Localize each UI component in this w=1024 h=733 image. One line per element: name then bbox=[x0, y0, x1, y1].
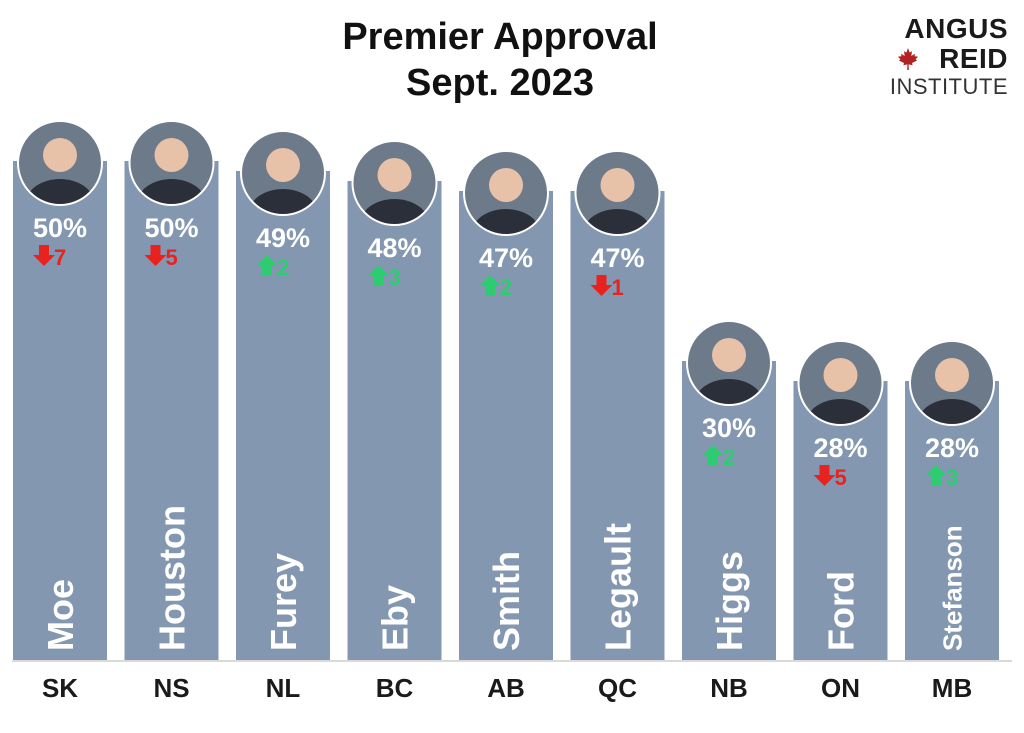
change-label-nb: 2 bbox=[723, 445, 735, 470]
logo-line-1: ANGUS bbox=[904, 13, 1008, 44]
premier-name-ns: Houston bbox=[151, 505, 192, 651]
bar-group-sk: 50%7 Moe SK bbox=[13, 120, 107, 703]
bar-group-ab: 47%2 Smith AB bbox=[459, 150, 553, 703]
premier-portrait-nb bbox=[687, 321, 771, 405]
bar-bc bbox=[347, 181, 442, 661]
down-arrow-icon-on bbox=[813, 465, 836, 486]
value-label-nl: 49% bbox=[256, 223, 310, 253]
bars-group: 50%7MoeSK50%5HoustonNS49%2FureyNL48%3Eby… bbox=[13, 120, 999, 703]
change-label-ns: 5 bbox=[166, 245, 178, 270]
title-line-2: Sept. 2023 bbox=[406, 62, 594, 104]
bar-sk bbox=[13, 161, 107, 661]
change-label-mb: 3 bbox=[946, 465, 958, 490]
chart-title: Premier Approval Sept. 2023 bbox=[300, 14, 700, 106]
value-label-qc: 47% bbox=[590, 243, 644, 273]
value-label-ab: 47% bbox=[479, 243, 533, 273]
premier-name-nl: Furey bbox=[263, 553, 304, 651]
bar-qc bbox=[570, 191, 665, 661]
value-label-bc: 48% bbox=[367, 233, 421, 263]
bar-group-on: 28%5 Ford ON bbox=[793, 340, 888, 703]
bar-group-qc: 47%1 Legault QC bbox=[570, 150, 665, 703]
down-arrow-icon-qc bbox=[590, 275, 613, 296]
value-label-ns: 50% bbox=[144, 213, 198, 243]
down-arrow-icon-ns bbox=[144, 245, 167, 266]
bar-group-nl: 49%2 Furey NL bbox=[236, 130, 330, 703]
province-label-on: ON bbox=[821, 673, 860, 703]
change-label-bc: 3 bbox=[389, 265, 401, 290]
value-label-nb: 30% bbox=[702, 413, 756, 443]
premier-name-on: Ford bbox=[820, 571, 861, 651]
premier-name-nb: Higgs bbox=[709, 551, 750, 651]
bar-ab bbox=[459, 191, 553, 661]
bar-nl bbox=[236, 171, 330, 661]
premier-portrait-bc bbox=[352, 141, 437, 225]
change-label-sk: 7 bbox=[54, 245, 66, 270]
logo-line-2: REID bbox=[939, 43, 1008, 74]
premier-portrait-nl bbox=[241, 131, 325, 215]
bar-ns bbox=[124, 161, 219, 661]
premier-portrait-sk bbox=[18, 121, 102, 205]
bar-group-mb: 28%3 Stefanson MB bbox=[905, 340, 999, 703]
premier-portrait-on bbox=[798, 341, 883, 425]
premier-portrait-qc bbox=[575, 151, 660, 235]
bar-group-nb: 30%2 Higgs NB bbox=[682, 320, 776, 703]
angus-reid-logo: ANGUS REID INSTITUTE bbox=[868, 14, 1008, 100]
province-label-mb: MB bbox=[932, 673, 972, 703]
value-label-sk: 50% bbox=[33, 213, 87, 243]
premier-name-bc: Eby bbox=[374, 585, 415, 651]
province-label-sk: SK bbox=[42, 673, 78, 703]
up-arrow-icon-bc bbox=[367, 265, 390, 286]
up-arrow-icon-ab bbox=[479, 275, 501, 296]
premier-name-ab: Smith bbox=[486, 551, 527, 651]
bar-group-bc: 48%3 Eby BC bbox=[347, 140, 442, 703]
premier-portrait-ns bbox=[129, 121, 214, 205]
premier-portrait-ab bbox=[464, 151, 548, 235]
province-label-ns: NS bbox=[153, 673, 189, 703]
logo-line-2-row: REID bbox=[868, 44, 1008, 74]
premier-name-mb: Stefanson bbox=[937, 525, 967, 651]
premier-name-qc: Legault bbox=[597, 523, 638, 651]
change-label-ab: 2 bbox=[500, 275, 512, 300]
province-label-bc: BC bbox=[376, 673, 414, 703]
maple-leaf-icon bbox=[898, 48, 918, 70]
up-arrow-icon-nl bbox=[256, 255, 278, 276]
bar-group-ns: 50%5 Houston NS bbox=[124, 120, 219, 703]
province-label-nb: NB bbox=[710, 673, 748, 703]
chart-baseline bbox=[12, 660, 1012, 662]
logo-line-3: INSTITUTE bbox=[889, 74, 1008, 99]
bar-on bbox=[793, 381, 888, 661]
up-arrow-icon-mb bbox=[925, 465, 947, 486]
up-arrow-icon-nb bbox=[702, 445, 724, 466]
change-label-qc: 1 bbox=[612, 275, 624, 300]
premier-portrait-mb bbox=[910, 341, 994, 425]
change-label-on: 5 bbox=[835, 465, 847, 490]
province-label-nl: NL bbox=[266, 673, 301, 703]
premier-name-sk: Moe bbox=[40, 579, 81, 651]
province-label-qc: QC bbox=[598, 673, 637, 703]
bar-nb bbox=[682, 361, 776, 661]
title-line-1: Premier Approval bbox=[342, 16, 658, 58]
province-label-ab: AB bbox=[487, 673, 525, 703]
bar-mb bbox=[905, 381, 999, 661]
value-label-mb: 28% bbox=[925, 433, 979, 463]
down-arrow-icon-sk bbox=[33, 245, 55, 266]
value-label-on: 28% bbox=[813, 433, 867, 463]
change-label-nl: 2 bbox=[277, 255, 289, 280]
